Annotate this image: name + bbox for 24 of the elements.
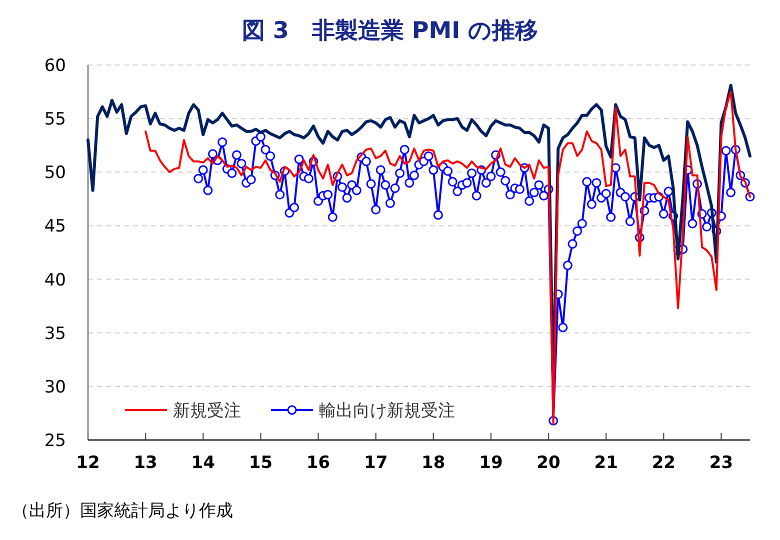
xtick: 13	[134, 453, 158, 473]
xtick: 18	[422, 453, 446, 473]
ytick: 60	[44, 56, 66, 76]
annotation: （出所）国家統計局より作成	[12, 501, 233, 521]
xtick: 12	[76, 453, 100, 473]
xtick: 15	[248, 453, 273, 473]
xtick: 22	[652, 453, 676, 473]
xtick: 19	[479, 453, 503, 473]
ytick: 40	[44, 270, 66, 290]
ytick: 50	[44, 163, 66, 184]
title: 図 3 非製造業 PMI の推移	[242, 18, 538, 44]
xtick: 14	[191, 453, 215, 473]
ytick: 55	[44, 110, 66, 130]
ytick: 35	[44, 324, 66, 344]
xtick: 23	[709, 453, 734, 473]
xtick: 17	[364, 453, 388, 473]
legend-label: 新規受注	[173, 401, 241, 421]
xtick: 21	[594, 453, 618, 473]
xtick: 20	[536, 453, 560, 473]
ytick: 25	[44, 431, 66, 451]
xtick: 16	[306, 453, 330, 473]
legend-label: 輸出向け新規受注	[319, 401, 455, 421]
ytick: 45	[44, 216, 66, 237]
ytick: 30	[44, 377, 66, 398]
